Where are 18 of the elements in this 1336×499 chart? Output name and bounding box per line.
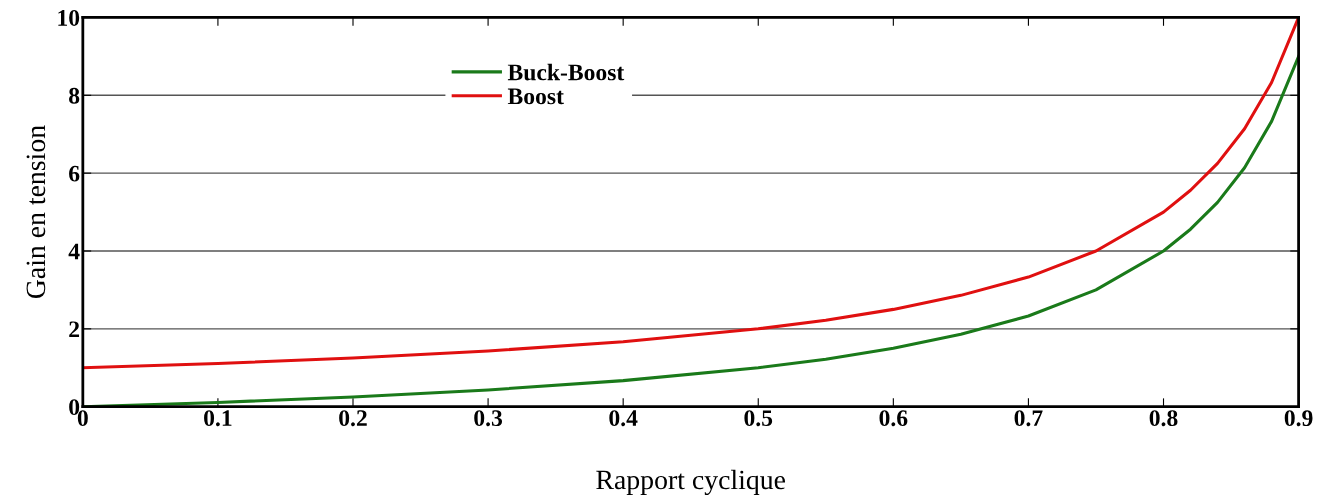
x-tick-label: 0.2: [339, 410, 367, 427]
y-tick-label: 6: [69, 165, 80, 182]
y-axis-title: Gain en tension: [26, 125, 46, 299]
y-tick-label: 10: [58, 9, 80, 26]
x-tick-label: 0.6: [879, 410, 908, 427]
x-axis-title: Rapport cyclique: [596, 469, 786, 496]
x-tick-label: 0.3: [474, 410, 503, 427]
x-tick-label: 0.1: [204, 410, 232, 427]
legend-label: Buck-Boost: [507, 63, 625, 81]
y-tick-label: 4: [68, 243, 80, 260]
y-tick-label: 8: [69, 87, 80, 104]
y-tick-label: 2: [69, 321, 80, 338]
x-tick-label: 0.5: [744, 410, 773, 427]
legend-label: Boost: [507, 88, 564, 105]
x-tick-label: 0.8: [1149, 410, 1178, 427]
x-tick-label: 0.9: [1284, 410, 1313, 427]
x-tick-label: 0.4: [609, 410, 638, 427]
x-tick-label: 0.7: [1014, 410, 1043, 427]
